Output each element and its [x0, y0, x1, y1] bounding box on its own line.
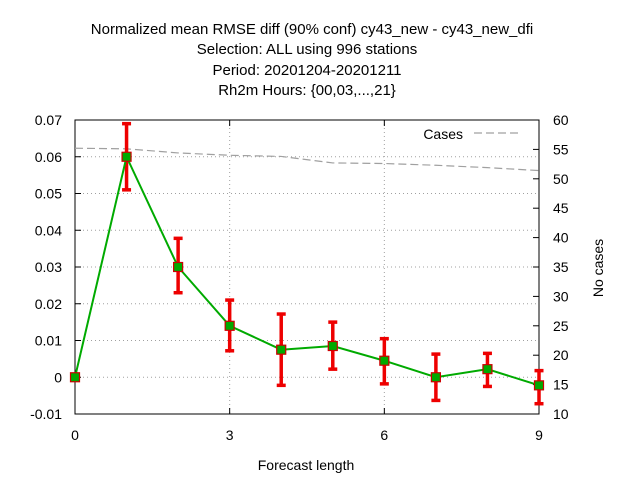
plot-frame — [74, 119, 540, 415]
y2-tick-label: 50 — [553, 171, 569, 187]
y-tick-label: 0 — [54, 369, 62, 385]
legend: Cases — [423, 126, 522, 142]
title-line-4: Rh2m Hours: {00,03,...,21} — [218, 82, 396, 99]
y2-tick-label: 35 — [553, 259, 569, 275]
y2-tick-label: 10 — [553, 406, 569, 422]
rmse-point — [482, 364, 493, 375]
rmse-point — [276, 344, 287, 355]
x-tick-label: 9 — [535, 427, 543, 443]
rmse-point — [121, 151, 132, 162]
title-line-2: Selection: ALL using 996 stations — [197, 41, 417, 58]
legend-label-cases: Cases — [423, 126, 463, 142]
cases-line — [74, 147, 540, 172]
rmse-line — [74, 153, 540, 387]
x-axis-label: Forecast length — [258, 457, 355, 473]
y-tick-label: 0.05 — [35, 186, 62, 202]
y2-tick-label: 20 — [553, 347, 569, 363]
rmse-point — [379, 355, 390, 366]
rmse-point — [173, 261, 184, 273]
tick-labels: 0 3 6 9 -0.01 0 0.01 0.02 0.03 0.04 0.05 0.06 0.07 10… — [30, 112, 569, 443]
y2-tick-label: 30 — [553, 288, 569, 304]
y2-tick-label: 25 — [553, 318, 569, 334]
rmse-series — [69, 151, 545, 391]
rmse-point — [533, 380, 545, 391]
rmse-point — [224, 320, 235, 331]
y2-tick-label: 55 — [553, 141, 569, 157]
cases-series — [74, 147, 540, 172]
y2-tick-label: 60 — [553, 112, 569, 128]
chart-title: Normalized mean RMSE diff (90% conf) cy4… — [91, 21, 533, 99]
y-tick-label: 0.04 — [35, 222, 62, 238]
x-tick-label: 0 — [71, 427, 79, 443]
y-tick-label: 0.07 — [35, 112, 62, 128]
rmse-point — [69, 372, 81, 383]
y-tick-label: 0.06 — [35, 149, 62, 165]
y-tick-label: 0.01 — [35, 333, 62, 349]
x-tick-label: 6 — [380, 427, 388, 443]
title-line-3: Period: 20201204-20201211 — [212, 62, 401, 79]
y2-axis-label: No cases — [590, 239, 606, 297]
y-tick-label: 0.02 — [35, 296, 62, 312]
rmse-point — [430, 372, 441, 383]
grid — [75, 120, 539, 414]
rmse-point — [327, 340, 338, 352]
y2-tick-label: 45 — [553, 200, 569, 216]
y-tick-label: 0.03 — [35, 259, 62, 275]
axes — [74, 119, 540, 415]
y2-tick-label: 40 — [553, 230, 569, 246]
y2-tick-label: 15 — [553, 377, 569, 393]
y-tick-label: -0.01 — [30, 406, 62, 422]
x-tick-label: 3 — [226, 427, 234, 443]
title-line-1: Normalized mean RMSE diff (90% conf) cy4… — [91, 21, 533, 38]
error-bars — [122, 121, 544, 406]
